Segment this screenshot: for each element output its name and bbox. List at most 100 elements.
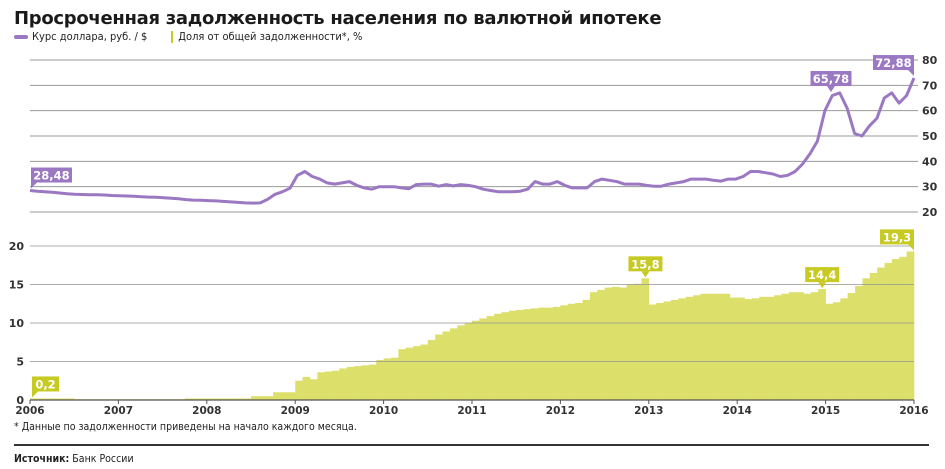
data-label-pointer [827, 86, 835, 93]
share-bar [368, 364, 377, 400]
data-label-pointer [908, 70, 914, 77]
usd-line [29, 77, 916, 205]
divider [14, 444, 929, 446]
share-bar [567, 303, 576, 400]
x-tick-label: 2010 [369, 405, 398, 417]
share-bar [516, 309, 524, 400]
data-label-text: 19,3 [883, 230, 911, 244]
data-label-pointer [641, 271, 650, 278]
data-label-pointer [32, 391, 38, 398]
share-bar [744, 299, 753, 400]
share-bar [376, 359, 384, 400]
footnote: * Данные по задолженности приведены на н… [14, 421, 357, 433]
y-tick-label-share: 0 [16, 394, 24, 407]
data-label: 19,3 [880, 229, 914, 251]
share-bar [818, 289, 826, 400]
y-tick-label-share: 5 [16, 356, 24, 369]
share-bar [287, 392, 296, 400]
data-label-text: 28,48 [33, 169, 69, 183]
share-bar [589, 292, 598, 400]
share-bar [678, 298, 686, 400]
data-label-box [805, 267, 840, 283]
data-label-box [873, 55, 914, 71]
share-bar [280, 392, 289, 400]
data-label: 0,2 [32, 376, 59, 398]
data-label-box [32, 376, 59, 392]
x-tick-label: 2012 [546, 405, 575, 417]
share-bar [796, 292, 804, 400]
y-tick-label-usd: 50 [922, 130, 938, 143]
y-tick-label-usd: 30 [922, 181, 938, 194]
share-bar [781, 293, 790, 400]
share-bar [354, 366, 362, 400]
share-bar [530, 308, 539, 400]
share-bar [206, 398, 215, 400]
share-bar [37, 398, 46, 400]
share-bar [560, 305, 569, 400]
source-value: Банк России [72, 453, 134, 465]
share-bar [693, 295, 701, 400]
share-bar [862, 278, 871, 400]
y-tick-label-usd: 60 [922, 105, 938, 118]
share-bar [604, 287, 613, 400]
share-bar [670, 299, 679, 400]
data-label-box [31, 167, 72, 183]
share-bar [685, 296, 694, 400]
y-tick-label-usd: 20 [922, 206, 938, 219]
data-label-pointer [818, 282, 827, 289]
legend-usd-label: Курс доллара, руб. / $ [32, 30, 148, 43]
share-bar [494, 313, 502, 400]
legend: Курс доллара, руб. / $ Доля от общей зад… [14, 30, 362, 43]
share-bar [840, 298, 848, 400]
y-tick-label-usd: 40 [922, 155, 938, 168]
share-bar [309, 379, 318, 400]
share-bar [715, 293, 723, 400]
share-bar [611, 286, 620, 400]
data-label-pointer [31, 182, 37, 189]
source: Источник: Банк России [14, 453, 134, 465]
share-bar [899, 256, 907, 400]
share-bar [427, 339, 436, 400]
data-label-text: 15,8 [631, 257, 659, 271]
legend-usd-swatch [14, 34, 28, 39]
share-bar [251, 396, 259, 400]
share-bar [317, 372, 325, 400]
share-bar [413, 346, 421, 400]
share-bar [59, 398, 68, 400]
x-tick-label: 2009 [281, 405, 310, 417]
data-label-text: 65,78 [813, 72, 849, 86]
share-bar [501, 312, 510, 400]
share-bar [832, 302, 841, 400]
y-tick-label-share: 15 [9, 279, 24, 292]
data-label: 14,4 [805, 267, 840, 289]
share-bar [553, 306, 561, 400]
share-bar [751, 298, 760, 400]
share-bar [891, 259, 900, 400]
data-label-box [628, 256, 663, 272]
data-label-box [810, 71, 852, 87]
share-bar [390, 357, 399, 400]
share-bar [582, 299, 591, 400]
share-bar [508, 310, 517, 400]
share-bar [626, 284, 635, 400]
share-bar [648, 304, 657, 400]
x-tick-label: 2015 [811, 405, 840, 417]
share-bar [184, 398, 193, 400]
data-label-text: 72,88 [875, 56, 911, 70]
share-bar [258, 396, 267, 400]
share-bar [243, 398, 252, 400]
x-tick-label: 2007 [104, 405, 133, 417]
y-tick-label-usd: 80 [922, 54, 938, 67]
share-bar [442, 331, 451, 400]
share-bar [236, 398, 244, 400]
share-bar [66, 398, 75, 400]
share-bar [700, 293, 709, 400]
share-bar [855, 286, 863, 400]
share-bar [722, 293, 731, 400]
share-bar [472, 320, 480, 400]
x-tick-label: 2016 [899, 405, 928, 417]
share-bar [346, 366, 355, 400]
data-label-box [880, 229, 914, 245]
